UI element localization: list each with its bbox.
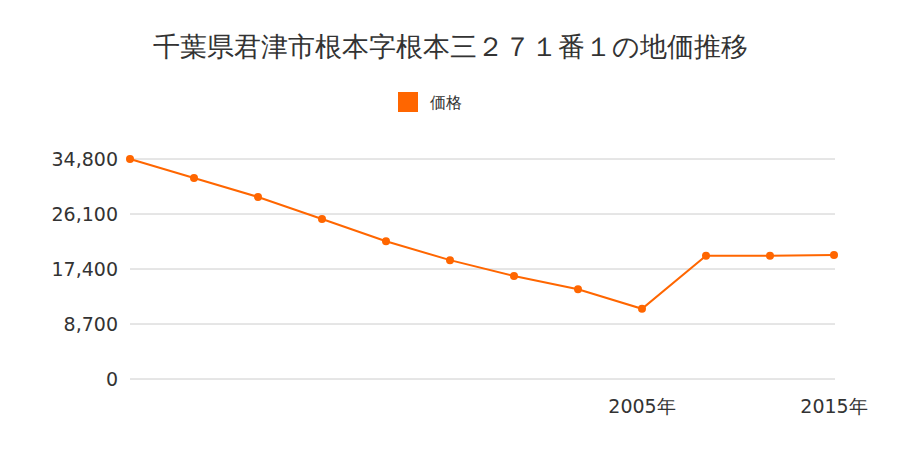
plot-area [126,155,838,313]
point [126,155,134,163]
point [574,285,582,293]
point [254,193,262,201]
x-tick-label: 2015年 [800,395,867,417]
point [510,272,518,280]
grid-line [130,324,835,325]
point [190,174,198,182]
grid-line [130,379,835,380]
point [702,252,710,260]
series-line [130,159,834,309]
point [446,256,454,264]
y-tick-label: 17,400 [52,258,118,280]
point [382,237,390,245]
y-tick-label: 0 [106,368,118,390]
point [318,215,326,223]
x-tick-label: 2005年 [608,395,675,417]
point [766,252,774,260]
y-tick-label: 26,100 [52,203,118,225]
chart: 千葉県君津市根本字根本三２７１番１の地価推移価格 0 8,700 17,400 26,1… [0,0,900,450]
y-tick-label: 8,700 [64,313,118,335]
y-tick-label: 34,800 [52,148,118,170]
point [830,251,838,259]
grid-line [130,159,835,160]
point [638,305,646,313]
legend-swatch [398,92,418,112]
legend-label: 価格 [430,93,462,112]
title: 千葉県君津市根本字根本三２７１番１の地価推移 [153,31,748,62]
grid-line [130,214,835,215]
